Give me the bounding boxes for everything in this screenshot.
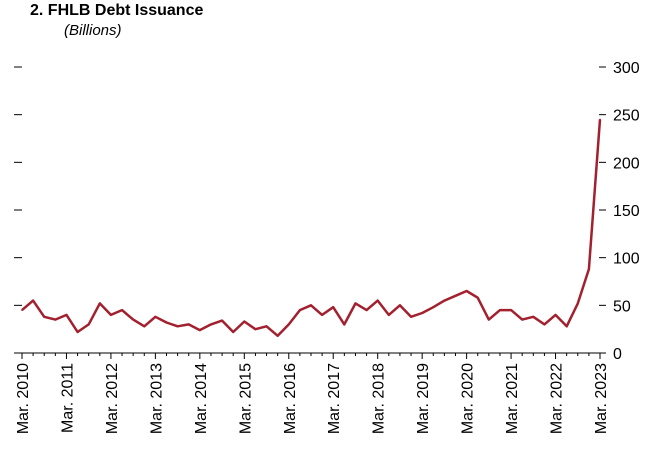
data-point: [165, 321, 168, 324]
data-point: [254, 328, 257, 330]
data-point: [454, 295, 457, 297]
data-point: [243, 320, 246, 323]
data-point: [265, 325, 268, 328]
data-point: [388, 314, 390, 316]
chart-subtitle: (Billions): [64, 22, 122, 39]
data-point: [576, 302, 579, 305]
chart-title: 2. FHLB Debt Issuance: [30, 2, 204, 19]
data-point: [176, 325, 179, 328]
data-point: [65, 314, 68, 316]
x-tick-label: Mar. 2011: [59, 363, 76, 433]
y-tick-label: 50: [613, 298, 631, 315]
data-point: [76, 331, 79, 333]
data-point: [543, 323, 546, 326]
data-point: [499, 309, 501, 311]
data-point: [132, 318, 134, 321]
data-point: [232, 331, 234, 333]
x-tick-label: Mar. 2012: [104, 363, 121, 434]
data-point: [43, 315, 46, 318]
data-point: [210, 323, 212, 326]
data-point: [321, 314, 323, 316]
data-point: [32, 299, 34, 302]
data-point: [476, 296, 479, 299]
x-tick-label: Mar. 2020: [460, 363, 477, 434]
data-point: [187, 323, 190, 326]
x-tick-label: Mar. 2016: [282, 363, 299, 434]
right-axis: 0 50 100 150 200 250 300: [599, 60, 640, 363]
data-point: [365, 309, 368, 311]
data-point: [110, 314, 112, 316]
x-tick-label: Mar. 2014: [193, 363, 210, 434]
series-layer: [21, 118, 602, 338]
data-point: [443, 299, 446, 302]
y-tick-label: 150: [613, 203, 640, 220]
x-tick-label: Mar. 2015: [237, 363, 254, 434]
left-axis-ticks: [14, 66, 22, 354]
data-point: [287, 323, 290, 326]
x-tick-label: Mar. 2022: [549, 363, 566, 434]
data-point: [554, 314, 557, 316]
data-point: [510, 309, 512, 311]
data-point: [299, 309, 301, 311]
data-point: [521, 318, 523, 321]
data-point: [54, 318, 57, 321]
x-tick-label: Mar. 2013: [148, 363, 165, 434]
y-tick-label: 250: [613, 108, 640, 125]
x-axis: Mar. 2010 Mar. 2011 Mar. 2012 Mar. 2013 Mar.…: [15, 352, 610, 434]
data-point: [421, 312, 423, 314]
x-tick-label: Mar. 2019: [415, 363, 432, 434]
data-point: [121, 309, 123, 311]
data-point: [332, 306, 335, 309]
data-point: [221, 319, 223, 322]
x-tick-label: Mar. 2021: [504, 363, 521, 434]
data-point: [532, 315, 535, 318]
data-point: [87, 323, 90, 326]
data-point: [154, 315, 157, 318]
data-point: [565, 325, 568, 328]
x-tick-label: Mar. 2017: [326, 363, 343, 434]
y-tick-label: 300: [613, 60, 640, 77]
data-point: [599, 118, 601, 121]
data-point: [354, 302, 357, 305]
data-point: [276, 335, 279, 337]
data-point: [488, 318, 490, 321]
x-tick-label: Mar. 2010: [15, 363, 32, 434]
data-point: [143, 325, 146, 328]
data-point: [199, 329, 201, 331]
series-line: [21, 119, 602, 338]
data-point: [310, 304, 312, 307]
y-tick-label: 0: [613, 346, 622, 363]
data-point: [399, 304, 401, 307]
data-point: [588, 268, 590, 270]
data-point: [465, 290, 468, 292]
data-point: [21, 309, 23, 311]
y-tick-label: 100: [613, 251, 640, 268]
x-tick-label: Mar. 2023: [593, 363, 610, 434]
data-point: [410, 315, 412, 318]
data-point: [99, 302, 101, 305]
data-point: [343, 323, 346, 326]
y-tick-label: 200: [613, 155, 640, 172]
data-point: [376, 299, 379, 302]
data-point: [432, 306, 435, 309]
x-tick-label: Mar. 2018: [371, 363, 388, 434]
